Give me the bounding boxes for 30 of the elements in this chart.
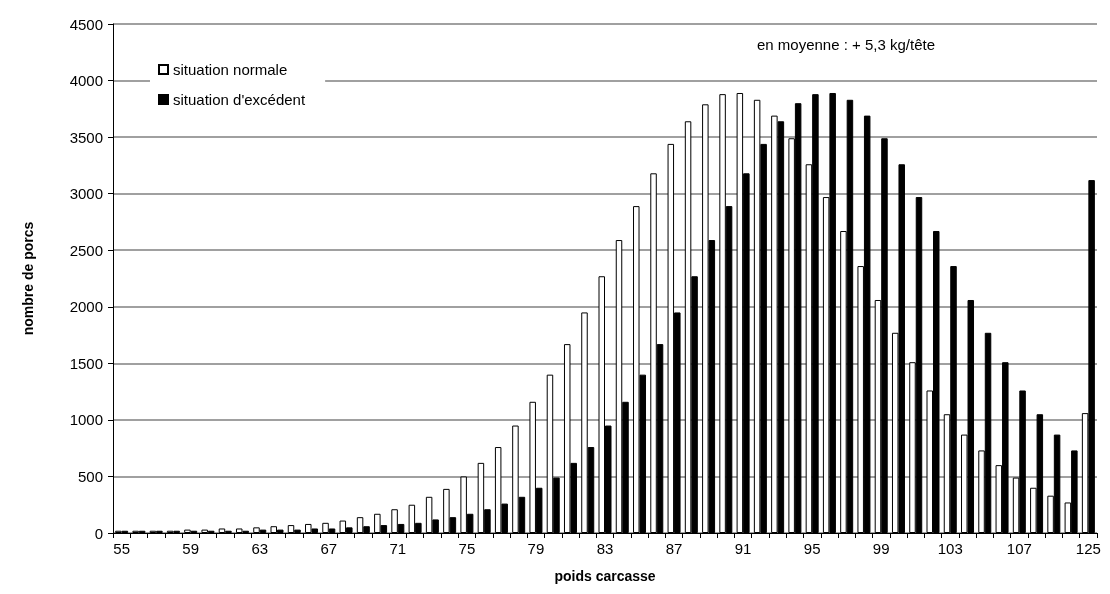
x-tick-label: 83 xyxy=(596,540,614,557)
y-tick-label: 1500 xyxy=(69,354,103,372)
x-tick-label: 55 xyxy=(113,540,130,557)
x-tick-label: 91 xyxy=(734,540,752,557)
x-tick-label: 125 xyxy=(1075,540,1101,557)
x-axis-title: poids carcasse xyxy=(554,568,656,584)
x-tick-label: 107 xyxy=(1006,540,1032,557)
legend-label: situation d'excédent xyxy=(173,91,306,108)
x-tick-label: 99 xyxy=(872,540,890,557)
y-tick-label: 3500 xyxy=(69,128,103,146)
y-tick-label: 4000 xyxy=(69,72,103,90)
y-tick-label: 4500 xyxy=(69,15,103,33)
y-tick-label: 1000 xyxy=(69,411,103,429)
x-tick-label: 103 xyxy=(937,540,963,557)
annotation: en moyenne : + 5,3 kg/tête xyxy=(756,36,936,53)
y-tick-label: 2000 xyxy=(69,298,103,316)
x-tick-label: 95 xyxy=(803,540,821,557)
x-tick-label: 67 xyxy=(320,540,338,557)
x-tick-label: 79 xyxy=(527,540,545,557)
x-tick-label: 75 xyxy=(458,540,476,557)
y-axis-title: nombre de porcs xyxy=(20,221,36,336)
legend-label: situation normale xyxy=(173,61,288,78)
y-tick-label: 0 xyxy=(94,524,103,542)
y-tick-label: 500 xyxy=(77,467,103,485)
x-tick-label: 71 xyxy=(389,540,407,557)
x-tick-label: 63 xyxy=(251,540,269,557)
x-tick-label: 59 xyxy=(182,540,200,557)
x-tick-label: 87 xyxy=(665,540,683,557)
y-tick-label: 2500 xyxy=(69,241,103,259)
y-tick-label: 3000 xyxy=(69,185,103,203)
